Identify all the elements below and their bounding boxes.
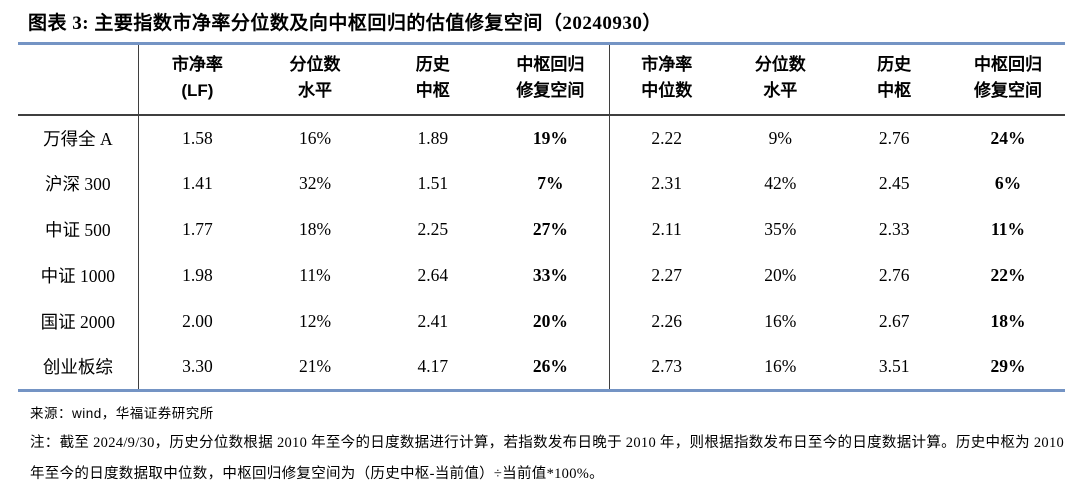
header-line1: 分位数	[754, 55, 806, 74]
header-line2: 水平	[763, 81, 798, 101]
valuation-table: 市净率 (LF) 分位数 水平 历史 中枢 中枢回归 修复空间 市净率 中位	[18, 42, 1065, 393]
header-line2: 修复空间	[974, 81, 1043, 101]
row-label: 中证 1000	[18, 252, 139, 299]
cell-repair-space: 7%	[491, 160, 611, 207]
cell-hist-center: 2.76	[878, 265, 910, 286]
table-row: 创业板综 3.30 21% 4.17 26% 2.73 16% 3.51 29%	[18, 344, 1065, 391]
header-line1: 市净率	[171, 55, 223, 74]
header-hist-center-right: 历史 中枢	[837, 44, 951, 115]
row-label: 万得全 A	[18, 114, 139, 161]
row-label: 沪深 300	[18, 160, 139, 207]
cell-pb-lf: 1.77	[182, 219, 213, 240]
table-body: 万得全 A 1.58 16% 1.89 19% 2.22 9% 2.76 24%…	[18, 114, 1065, 391]
cell-percentile: 21%	[298, 356, 332, 377]
header-row: 市净率 (LF) 分位数 水平 历史 中枢 中枢回归 修复空间 市净率 中位	[18, 43, 1065, 115]
source-vendor: wind	[72, 406, 102, 422]
header-percentile-left: 分位数 水平	[256, 44, 374, 115]
cell-pb-median: 2.11	[651, 219, 682, 240]
table-row: 沪深 300 1.41 32% 1.51 7% 2.31 42% 2.45 6%	[18, 160, 1065, 207]
cell-hist-center: 1.51	[417, 173, 449, 194]
cell-repair-space: 19%	[491, 114, 611, 161]
cell-pb-lf: 2.00	[182, 311, 213, 332]
header-pb-median: 市净率 中位数	[610, 44, 724, 115]
cell-percentile: 16%	[764, 311, 797, 332]
table-row: 国证 2000 2.00 12% 2.41 20% 2.26 16% 2.67 …	[18, 298, 1065, 345]
cell-percentile: 20%	[764, 265, 797, 286]
row-label: 国证 2000	[18, 298, 139, 345]
cell-repair-space: 18%	[990, 311, 1026, 332]
cell-hist-center: 2.45	[878, 173, 910, 194]
cell-hist-center: 3.51	[878, 356, 910, 377]
header-repair-space-left: 中枢回归 修复空间	[491, 43, 611, 115]
header-line2: 中枢	[877, 81, 912, 101]
row-label: 中证 500	[18, 206, 139, 253]
header-line2: 中枢	[415, 81, 450, 101]
header-line1: 中枢回归	[516, 55, 585, 74]
cell-hist-center: 2.64	[417, 265, 449, 286]
cell-pb-lf: 3.30	[182, 356, 213, 377]
cell-pb-median: 2.73	[651, 356, 683, 377]
cell-repair-space: 6%	[994, 173, 1022, 194]
header-line2: 水平	[297, 81, 332, 101]
header-hist-center-left: 历史 中枢	[374, 44, 492, 115]
table-row: 中证 1000 1.98 11% 2.64 33% 2.27 20% 2.76 …	[18, 252, 1065, 299]
cell-percentile: 16%	[764, 356, 797, 377]
cell-hist-center: 2.41	[417, 311, 449, 332]
cell-repair-space: 20%	[491, 298, 611, 345]
header-line2: 中位数	[641, 81, 693, 101]
table-header: 市净率 (LF) 分位数 水平 历史 中枢 中枢回归 修复空间 市净率 中位	[18, 43, 1065, 115]
cell-pb-median: 2.26	[651, 311, 683, 332]
cell-repair-space: 22%	[990, 265, 1026, 286]
cell-percentile: 9%	[768, 127, 792, 148]
header-line2: 修复空间	[516, 81, 585, 101]
exhibit-title: 图表 3: 主要指数市净率分位数及向中枢回归的估值修复空间（20240930）	[28, 13, 662, 34]
source-label: 来源：	[30, 406, 72, 422]
cell-pb-lf: 1.41	[182, 173, 213, 194]
cell-repair-space: 27%	[491, 206, 611, 253]
cell-pb-lf: 1.98	[182, 265, 213, 286]
cell-percentile: 32%	[298, 173, 332, 194]
header-line1: 历史	[877, 55, 912, 74]
cell-repair-space: 29%	[990, 356, 1026, 377]
cell-hist-center: 2.25	[417, 219, 449, 240]
header-line2: (LF)	[181, 81, 214, 101]
cell-percentile: 12%	[298, 311, 332, 332]
cell-hist-center: 2.76	[878, 127, 910, 148]
footnote: 注：截至 2024/9/30，历史分位数根据 2010 年至今的日度数据进行计算…	[30, 435, 1065, 483]
row-label: 创业板综	[18, 344, 139, 391]
cell-percentile: 11%	[299, 265, 331, 286]
cell-pb-median: 2.27	[651, 265, 683, 286]
header-percentile-right: 分位数 水平	[723, 44, 837, 115]
cell-percentile: 42%	[764, 173, 797, 194]
cell-percentile: 35%	[764, 219, 797, 240]
cell-pb-median: 2.31	[651, 173, 683, 194]
cell-repair-space: 24%	[990, 127, 1026, 148]
cell-hist-center: 2.67	[878, 311, 910, 332]
header-line1: 历史	[415, 55, 450, 74]
header-line1: 分位数	[289, 55, 341, 74]
header-pb-lf: 市净率 (LF)	[138, 44, 256, 115]
source-line: 来源：wind，华福证券研究所	[18, 402, 1065, 422]
cell-repair-space: 33%	[491, 252, 611, 299]
cell-hist-center: 4.17	[417, 356, 449, 377]
header-line1: 市净率	[641, 55, 693, 74]
cell-pb-lf: 1.58	[182, 127, 213, 148]
cell-percentile: 16%	[298, 127, 332, 148]
table-row: 中证 500 1.77 18% 2.25 27% 2.11 35% 2.33 1…	[18, 206, 1065, 253]
cell-percentile: 18%	[298, 219, 332, 240]
cell-hist-center: 1.89	[417, 127, 449, 148]
cell-repair-space: 11%	[991, 219, 1026, 240]
cell-repair-space: 26%	[491, 344, 611, 391]
header-line1: 中枢回归	[974, 55, 1043, 74]
header-index-name	[18, 43, 139, 115]
cell-hist-center: 2.33	[878, 219, 910, 240]
header-repair-space-right: 中枢回归 修复空间	[951, 44, 1065, 115]
source-suffix: ，华福证券研究所	[101, 406, 214, 422]
cell-pb-median: 2.22	[651, 127, 683, 148]
table-row: 万得全 A 1.58 16% 1.89 19% 2.22 9% 2.76 24%	[18, 114, 1065, 161]
